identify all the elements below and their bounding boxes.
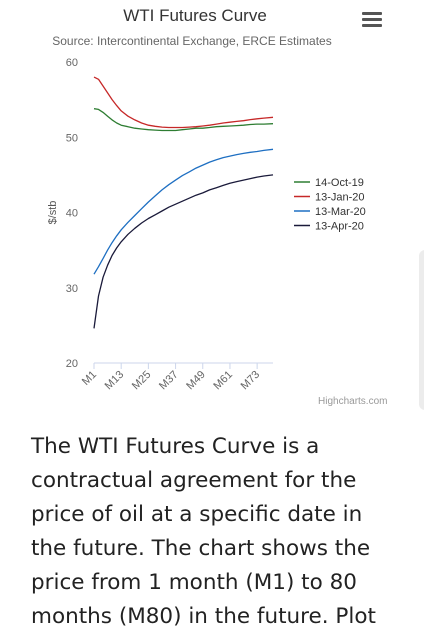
series-line (93, 174, 274, 329)
page-scrollbar[interactable] (419, 250, 424, 410)
x-tick-label: M61 (211, 369, 235, 393)
chart-subtitle: Source: Intercontinental Exchange, ERCE … (52, 34, 332, 48)
menu-bar (362, 18, 382, 21)
x-tick-label: M37 (157, 369, 181, 393)
legend-label: 13-Mar-20 (315, 206, 366, 218)
series-line (93, 108, 274, 132)
series-line (93, 148, 274, 275)
highcharts-credit-link[interactable]: Highcharts.com (318, 396, 388, 407)
x-tick-label: M1 (80, 369, 99, 388)
x-tick-label: M49 (184, 369, 208, 393)
y-tick-label: 30 (66, 283, 78, 295)
legend-label: 13-Apr-20 (315, 221, 364, 233)
y-tick-label: 50 (66, 132, 78, 144)
menu-bar (362, 24, 382, 27)
hamburger-menu-icon[interactable] (362, 12, 382, 30)
legend-label: 14-Oct-19 (315, 177, 364, 189)
y-tick-label: 20 (66, 358, 78, 370)
x-tick-label: M73 (239, 369, 263, 393)
futures-line-chart: 20 30 40 50 60 $/stb M1 M13 M25 M37 M49 M61 M73 14-Oc… (47, 57, 366, 393)
y-axis-title: $/stb (47, 201, 59, 225)
legend-label: 13-Jan-20 (315, 192, 365, 204)
y-tick-label: 60 (66, 57, 78, 69)
y-tick-label: 40 (66, 208, 78, 220)
menu-bar (362, 12, 382, 15)
chart-title: WTI Futures Curve (123, 6, 267, 25)
series-line (93, 76, 274, 129)
x-tick-label: M25 (130, 369, 154, 393)
x-tick-label: M13 (103, 369, 127, 393)
article-paragraph: The WTI Futures Curve is a contractual a… (31, 434, 376, 629)
